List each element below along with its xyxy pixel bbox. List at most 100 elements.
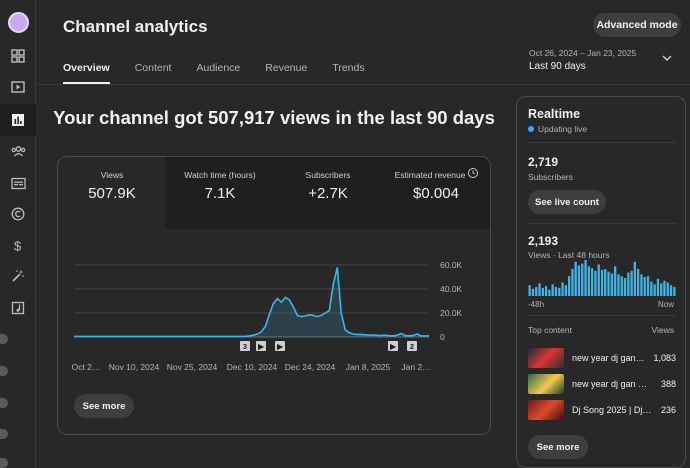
- advanced-mode-button[interactable]: Advanced mode: [593, 13, 681, 37]
- realtime-bar[interactable]: [600, 269, 604, 296]
- date-range-label[interactable]: Last 90 days: [529, 61, 586, 72]
- realtime-bar[interactable]: [630, 270, 633, 296]
- realtime-bar[interactable]: [604, 269, 607, 296]
- tab-overview[interactable]: Overview: [63, 62, 110, 84]
- realtime-bar[interactable]: [571, 269, 574, 296]
- top-content-item[interactable]: Dj Song 2025 | Dj… 236: [528, 400, 676, 420]
- realtime-bar[interactable]: [640, 274, 643, 296]
- x-tick-label: Jan 8, 2025: [346, 362, 391, 372]
- rail-collapsed-item[interactable]: [0, 398, 8, 408]
- realtime-bar[interactable]: [561, 282, 564, 297]
- realtime-bar[interactable]: [660, 283, 663, 296]
- realtime-views-bars[interactable]: [528, 260, 676, 296]
- rail-collapsed-item[interactable]: [0, 366, 8, 376]
- x-tick-label: Oct 2…: [72, 362, 101, 372]
- realtime-bar[interactable]: [584, 260, 587, 296]
- realtime-bar[interactable]: [643, 277, 646, 296]
- realtime-bar[interactable]: [650, 281, 653, 296]
- chart-marker[interactable]: [256, 341, 266, 351]
- realtime-bar[interactable]: [623, 278, 627, 296]
- realtime-bar[interactable]: [610, 273, 613, 297]
- divider: [528, 142, 676, 143]
- tab-revenue[interactable]: Revenue: [265, 62, 308, 74]
- realtime-bar[interactable]: [568, 276, 571, 296]
- tab-trends[interactable]: Trends: [332, 62, 365, 74]
- realtime-bar[interactable]: [554, 287, 558, 296]
- realtime-bar[interactable]: [544, 286, 548, 296]
- realtime-bar[interactable]: [535, 287, 538, 296]
- realtime-bar[interactable]: [551, 284, 554, 296]
- channel-avatar[interactable]: [8, 12, 29, 33]
- chart-marker-label: ▶: [276, 342, 284, 351]
- realtime-bar[interactable]: [617, 274, 620, 296]
- see-more-button[interactable]: See more: [74, 394, 134, 418]
- tab-content[interactable]: Content: [134, 62, 172, 74]
- subtitles-icon[interactable]: [8, 173, 28, 193]
- chart-marker[interactable]: [388, 341, 398, 351]
- info-icon[interactable]: [468, 168, 478, 178]
- realtime-bar[interactable]: [633, 261, 636, 296]
- overview-chart-card: Views 507.9K Watch time (hours) 7.1K Sub…: [57, 156, 491, 435]
- audio-library-icon[interactable]: [8, 298, 28, 318]
- y-tick-label: 60.0K: [440, 260, 463, 270]
- chart-marker[interactable]: [240, 341, 250, 351]
- metric-watch-time[interactable]: Watch time (hours) 7.1K: [166, 157, 274, 229]
- metric-subscribers[interactable]: Subscribers +2.7K: [274, 157, 382, 229]
- realtime-bar[interactable]: [531, 288, 535, 296]
- realtime-bar[interactable]: [597, 264, 600, 297]
- realtime-bar[interactable]: [564, 285, 567, 296]
- realtime-bar[interactable]: [591, 268, 594, 296]
- top-content-item[interactable]: new year dj gan 2… 388: [528, 374, 676, 394]
- realtime-bar[interactable]: [646, 276, 650, 296]
- realtime-bar[interactable]: [574, 261, 577, 296]
- content-icon[interactable]: [8, 77, 28, 97]
- earn-icon[interactable]: $: [8, 235, 28, 255]
- header-divider: [36, 84, 690, 85]
- realtime-bar[interactable]: [663, 280, 666, 296]
- top-content-item[interactable]: new year dj gan… 1,083: [528, 348, 676, 368]
- realtime-bar[interactable]: [548, 289, 551, 296]
- date-range-dates[interactable]: Oct 26, 2024 – Jan 23, 2025: [529, 48, 637, 58]
- rail-collapsed-item[interactable]: [0, 458, 8, 468]
- realtime-bar[interactable]: [673, 287, 676, 296]
- realtime-bar[interactable]: [669, 285, 673, 296]
- chevron-down-icon[interactable]: [662, 54, 672, 65]
- realtime-bar[interactable]: [637, 269, 640, 296]
- realtime-bar[interactable]: [656, 278, 660, 296]
- metric-value: $0.004: [413, 185, 459, 202]
- rail-collapsed-item[interactable]: [0, 429, 8, 439]
- realtime-bar[interactable]: [653, 284, 656, 296]
- dashboard-icon[interactable]: [8, 46, 28, 66]
- realtime-bar[interactable]: [614, 266, 617, 296]
- see-live-count-button[interactable]: See live count: [528, 190, 606, 214]
- realtime-bar[interactable]: [581, 263, 584, 296]
- realtime-bar[interactable]: [620, 276, 623, 296]
- realtime-bar[interactable]: [558, 287, 561, 296]
- metric-views[interactable]: Views 507.9K: [58, 157, 166, 229]
- views-line: [74, 267, 430, 338]
- realtime-bar[interactable]: [587, 266, 590, 296]
- metric-estimated-revenue[interactable]: Estimated revenue $0.004: [382, 157, 490, 229]
- realtime-bar[interactable]: [594, 270, 597, 296]
- tab-audience[interactable]: Audience: [196, 62, 241, 74]
- y-tick-label: 0: [440, 332, 445, 342]
- community-icon[interactable]: [8, 141, 28, 161]
- realtime-see-more-button[interactable]: See more: [528, 435, 588, 459]
- realtime-bar[interactable]: [577, 265, 581, 296]
- chart-marker[interactable]: [407, 341, 417, 351]
- analytics-tabs: Overview Content Audience Revenue Trends: [63, 62, 390, 84]
- realtime-bar[interactable]: [541, 287, 544, 296]
- chart-marker[interactable]: [275, 341, 285, 351]
- realtime-bar[interactable]: [528, 285, 531, 296]
- chart-marker-label: 3: [243, 342, 247, 351]
- views-chart[interactable]: 60.0K 40.0K 20.0K 0 3 ▶ ▶ ▶ 2 Oct 2… Nov 10, 2024 N…: [58, 229, 491, 379]
- analytics-icon[interactable]: [8, 110, 28, 130]
- realtime-bar[interactable]: [607, 271, 610, 296]
- copyright-icon[interactable]: [8, 204, 28, 224]
- rail-collapsed-item[interactable]: [0, 334, 8, 344]
- realtime-bar[interactable]: [538, 283, 541, 296]
- realtime-bar[interactable]: [666, 282, 669, 297]
- customization-icon[interactable]: [8, 266, 28, 286]
- realtime-axis-start: -48h: [528, 300, 545, 309]
- realtime-bar[interactable]: [627, 272, 630, 296]
